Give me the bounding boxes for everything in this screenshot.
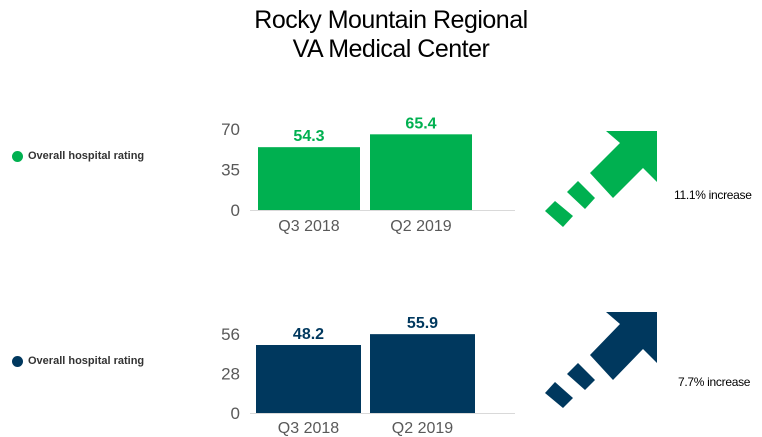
bar: [256, 345, 361, 413]
arrow-head: [590, 131, 657, 198]
legend-label: Overall hospital rating: [28, 150, 145, 162]
y-tick-label: 70: [221, 120, 240, 139]
data-label: 55.9: [407, 315, 438, 332]
page-title: Rocky Mountain Regional VA Medical Cente…: [0, 6, 762, 64]
bar: [370, 134, 472, 210]
annotation-top: 11.1% increase: [674, 188, 752, 202]
title-line-1: Rocky Mountain Regional: [254, 6, 528, 34]
x-tick-label: Q3 2018: [278, 218, 339, 235]
title-line-2: VA Medical Center: [292, 35, 490, 63]
legend-top: Overall hospital rating: [12, 150, 144, 162]
data-label: 54.3: [293, 128, 324, 145]
arrow-dash-1: [545, 382, 573, 408]
y-tick-label: 28: [221, 365, 240, 384]
arrow-dash-1: [545, 201, 573, 227]
x-tick-label: Q3 2018: [278, 420, 339, 437]
chart-bottom: 0 28 56 48.2 Q3 2018 55.9 Q2 2019: [221, 315, 515, 437]
bar: [370, 334, 475, 413]
bar: [258, 147, 360, 210]
y-tick-label: 0: [231, 201, 240, 220]
arrow-up-right-icon: [545, 312, 657, 408]
legend-bottom: Overall hospital rating: [12, 355, 144, 367]
legend-label: Overall hospital rating: [28, 355, 145, 367]
arrow-up-right-icon: [545, 131, 657, 227]
annotation-bottom: 7.7% increase: [678, 375, 751, 389]
arrow-dash-2: [567, 181, 595, 209]
x-tick-label: Q2 2019: [392, 420, 453, 437]
chart-top: 0 35 70 54.3 Q3 2018 65.4 Q2 2019: [221, 115, 515, 235]
y-tick-label: 0: [231, 404, 240, 423]
arrow-head: [590, 312, 657, 380]
data-label: 65.4: [405, 115, 436, 132]
legend-dot-icon: [12, 355, 23, 367]
arrow-dash-2: [567, 363, 595, 390]
y-tick-label: 35: [221, 161, 240, 180]
data-label: 48.2: [293, 326, 324, 343]
legend-dot-icon: [12, 150, 23, 162]
x-tick-label: Q2 2019: [390, 218, 451, 235]
y-tick-label: 56: [221, 325, 240, 344]
